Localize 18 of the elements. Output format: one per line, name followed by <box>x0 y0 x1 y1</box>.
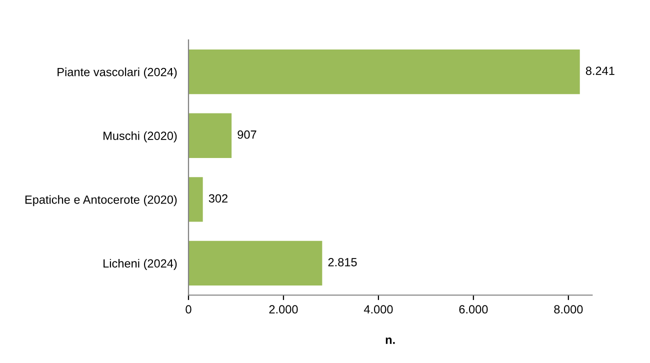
y-tick-label: Piante vascolari (2024) <box>58 68 177 79</box>
bar <box>188 240 322 286</box>
x-tick-label: 2.000 <box>269 305 298 314</box>
bar <box>188 50 580 94</box>
data-label: 2.815 <box>328 258 357 266</box>
data-label: 8.241 <box>586 66 614 75</box>
x-tick-label: 4.000 <box>364 305 393 314</box>
y-tick-label: Licheni (2024) <box>104 258 177 270</box>
bar <box>188 113 232 158</box>
x-tick-label: 6.000 <box>459 305 488 314</box>
x-axis-title: n. <box>386 337 395 344</box>
y-tick-label: Epatiche e Antocerote (2020) <box>25 195 177 206</box>
x-tick-label: 0 <box>186 305 192 314</box>
data-label: 302 <box>208 194 228 203</box>
bar <box>188 177 203 222</box>
data-label: 907 <box>238 130 256 139</box>
x-tick-label: 8.000 <box>554 305 583 314</box>
y-tick-label: Muschi (2020) <box>104 131 177 142</box>
